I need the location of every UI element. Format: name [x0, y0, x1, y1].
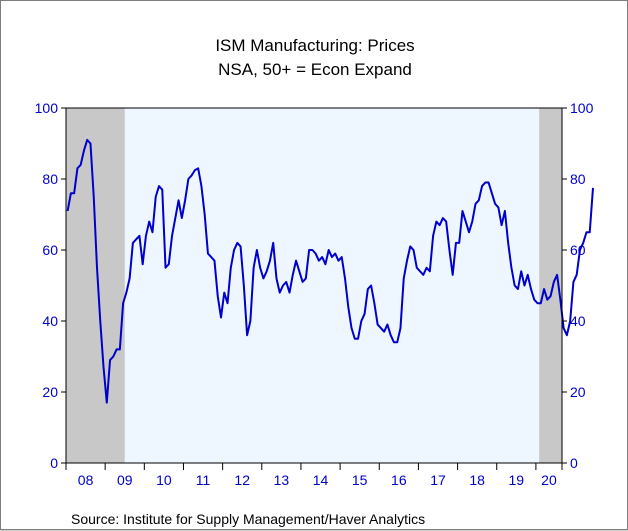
- x-tick-label: 08: [78, 472, 94, 488]
- x-tick-label: 09: [117, 472, 133, 488]
- plot-background: [66, 108, 562, 463]
- x-axis-labels: 08 09 10 11 12 13 14 15 16 17 18 19 20: [78, 472, 557, 488]
- y-tick-label-right: 40: [570, 313, 586, 329]
- plot-border: [65, 107, 563, 464]
- x-tick-label: 20: [541, 472, 557, 488]
- y-tick-label-right: 100: [570, 100, 594, 116]
- x-tick-label: 14: [313, 472, 329, 488]
- axes: [61, 107, 567, 470]
- x-tick-label: 10: [156, 472, 172, 488]
- y-tick-label-right: 60: [570, 242, 586, 258]
- x-tick-label: 13: [274, 472, 290, 488]
- y-tick-label-right: 0: [570, 455, 578, 471]
- prices-series-line: [66, 138, 594, 404]
- right-y-axis-labels: 0 20 40 60 80 100: [570, 100, 594, 471]
- chart-title: ISM Manufacturing: Prices: [215, 36, 414, 55]
- y-tick-label-left: 80: [42, 171, 58, 187]
- y-tick-label-right: 80: [570, 171, 586, 187]
- recession-band: [66, 108, 125, 463]
- recession-bands: [66, 108, 562, 463]
- y-tick-label-right: 20: [570, 384, 586, 400]
- x-tick-label: 18: [469, 472, 485, 488]
- y-tick-label-left: 0: [50, 455, 58, 471]
- x-tick-label: 15: [352, 472, 368, 488]
- y-tick-label-left: 100: [35, 100, 59, 116]
- x-tick-label: 12: [234, 472, 250, 488]
- left-y-axis-labels: 0 20 40 60 80 100: [35, 100, 59, 471]
- y-tick-label-left: 60: [42, 242, 58, 258]
- y-tick-label-left: 20: [42, 384, 58, 400]
- recession-band: [539, 108, 562, 463]
- x-tick-label: 17: [430, 472, 446, 488]
- plot-area: [66, 108, 562, 463]
- x-tick-label: 16: [391, 472, 407, 488]
- x-tick-label: 19: [509, 472, 525, 488]
- series-layer: [66, 138, 594, 404]
- y-tick-label-left: 40: [42, 313, 58, 329]
- x-tick-label: 11: [196, 472, 211, 488]
- source-note: Source: Institute for Supply Management/…: [71, 511, 425, 527]
- chart-subtitle: NSA, 50+ = Econ Expand: [218, 60, 412, 79]
